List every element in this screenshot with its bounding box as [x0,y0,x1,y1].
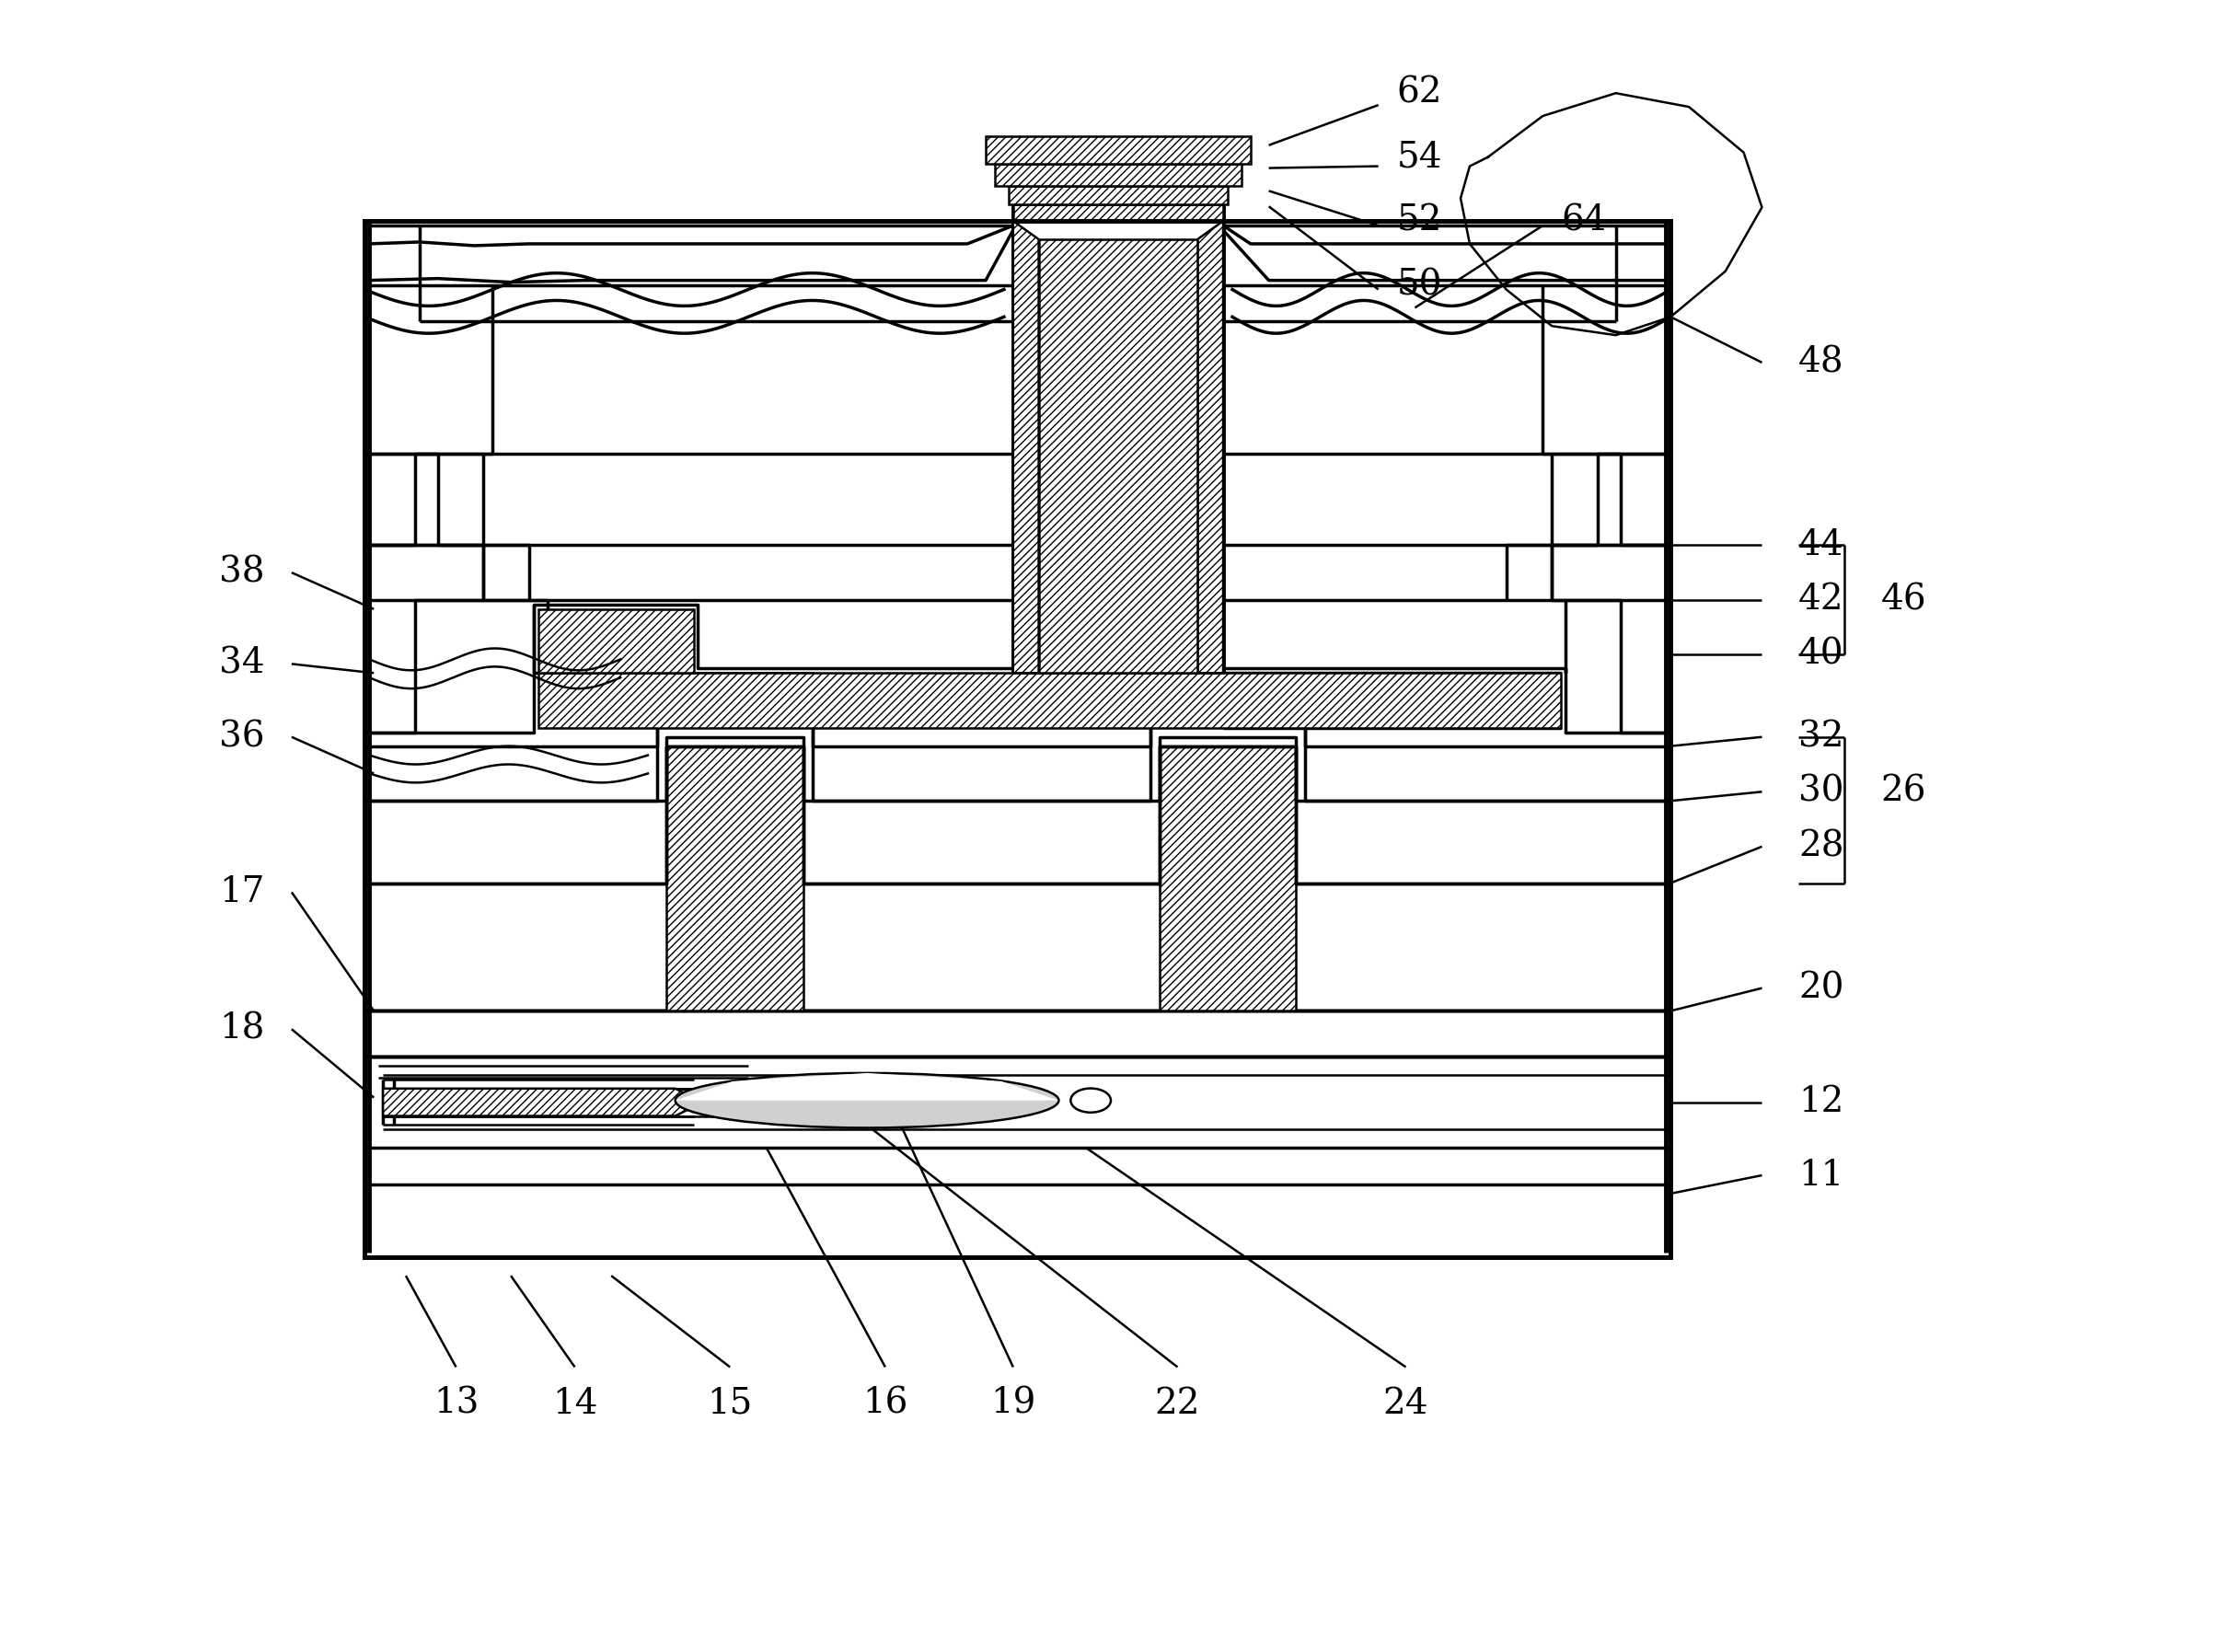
Polygon shape [657,672,812,710]
Ellipse shape [674,1074,1058,1128]
Text: 62: 62 [1397,76,1442,111]
Bar [364,221,1670,1257]
Text: 12: 12 [1799,1085,1843,1120]
Text: 50: 50 [1397,268,1442,302]
Bar [985,135,1251,164]
Text: 22: 22 [1156,1386,1200,1421]
Text: 19: 19 [991,1386,1036,1421]
Bar [996,164,1242,187]
Text: 15: 15 [708,1386,752,1421]
Bar [364,221,1670,1257]
Text: 64: 64 [1561,203,1606,238]
Text: 44: 44 [1799,529,1843,562]
Polygon shape [1198,221,1222,672]
Polygon shape [1014,221,1038,672]
Polygon shape [1038,240,1198,672]
Text: 54: 54 [1397,140,1442,173]
Text: 46: 46 [1881,583,1927,616]
Text: 30: 30 [1799,775,1843,809]
Text: 11: 11 [1799,1158,1843,1193]
Bar [364,221,1670,1257]
Text: 16: 16 [863,1386,907,1421]
Text: 18: 18 [220,1013,264,1046]
Text: 24: 24 [1384,1386,1428,1421]
Polygon shape [384,1089,703,1117]
Polygon shape [674,1074,1058,1100]
Text: 20: 20 [1799,971,1843,1004]
Text: 32: 32 [1799,720,1843,753]
Ellipse shape [1071,1089,1111,1112]
Text: 26: 26 [1881,775,1925,809]
Bar [1009,187,1229,205]
Text: 38: 38 [220,555,264,590]
Text: 48: 48 [1799,345,1843,380]
Polygon shape [665,747,803,1011]
Bar [364,1184,1670,1257]
Polygon shape [539,672,1561,729]
Text: 34: 34 [220,648,264,681]
Text: 14: 14 [552,1386,597,1421]
Text: 28: 28 [1799,829,1843,864]
Polygon shape [539,610,694,672]
Bar [1014,205,1222,221]
Polygon shape [1160,747,1295,1011]
Text: 13: 13 [433,1386,479,1421]
Text: 52: 52 [1397,203,1442,238]
Text: 40: 40 [1799,638,1843,672]
Text: 36: 36 [220,720,264,753]
Text: 42: 42 [1799,583,1843,616]
Text: 17: 17 [220,876,264,909]
